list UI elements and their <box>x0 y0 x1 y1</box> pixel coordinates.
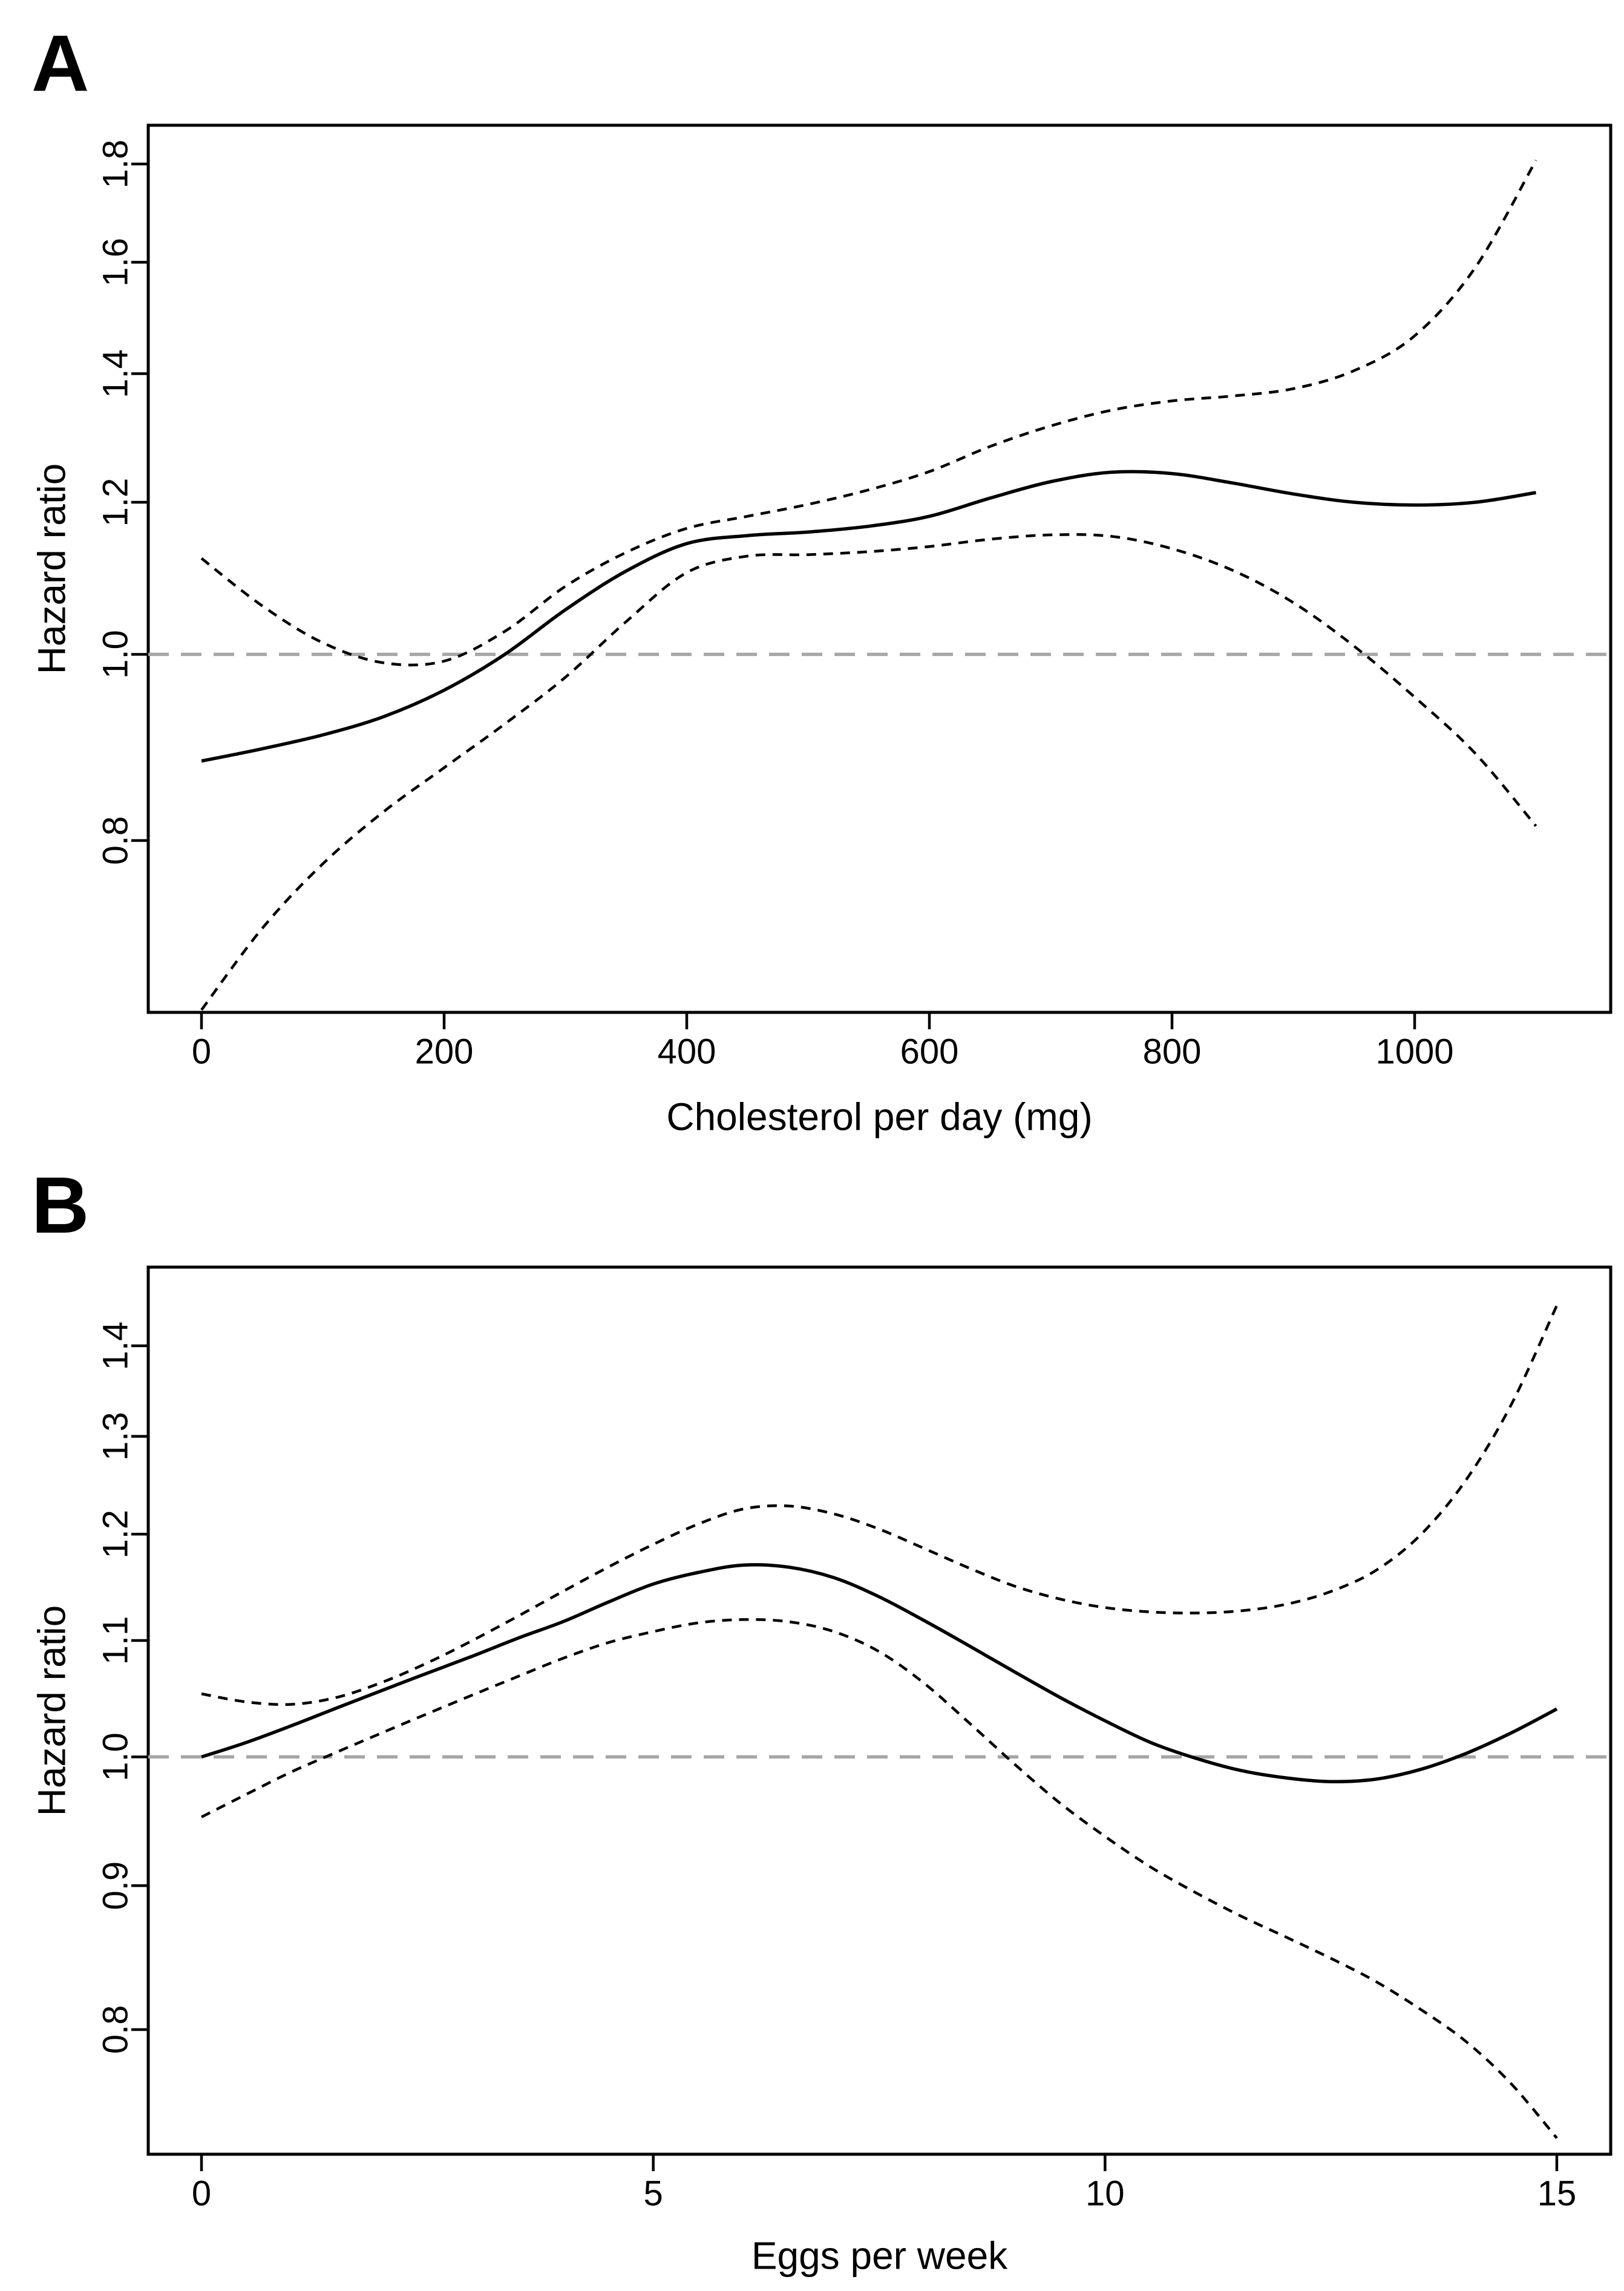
panel-b-y-tick-label: 1.1 <box>96 1616 135 1665</box>
panel-b-y-tick-label: 0.9 <box>96 1861 135 1910</box>
panel-a-y-tick-label: 1.8 <box>96 140 135 189</box>
panel-label-b: B <box>31 1161 89 1250</box>
panel-a-x-tick-label: 1000 <box>1375 1032 1453 1071</box>
panel-label-a: A <box>31 19 89 108</box>
panel-b-plot-box <box>146 1265 1613 2156</box>
panel-b-x-tick-label: 15 <box>1537 2174 1577 2213</box>
panel-a-lower-ci-curve <box>200 533 1537 1011</box>
panel-b-upper-ci-curve <box>201 1305 1559 1706</box>
panel-a-x-tick-label: 600 <box>900 1032 959 1071</box>
panel-b-y-axis-label: Hazard ratio <box>30 1605 73 1817</box>
panel-a-y-tick-label: 1.6 <box>96 238 135 287</box>
panel-a-y-tick-label: 1.2 <box>96 478 135 527</box>
panel-b-y-tick-label: 0.8 <box>96 2005 135 2054</box>
panel-b-y-tick-label: 1.2 <box>96 1510 135 1559</box>
panel-a-x-tick-label: 0 <box>192 1032 211 1071</box>
panel-a-y-tick-label: 0.8 <box>96 816 135 865</box>
panel-a-y-tick-label: 1.0 <box>96 630 135 679</box>
panel-a-y-axis-label: Hazard ratio <box>30 464 73 675</box>
panel-b-x-axis-label: Eggs per week <box>751 2234 1008 2277</box>
panel-a-plot-box <box>146 123 1613 1014</box>
panel-a-estimate-curve <box>201 470 1536 763</box>
panel-a-upper-ci-curve <box>200 159 1537 667</box>
panel-a-x-tick-label: 800 <box>1143 1032 1202 1071</box>
panel-b-x-tick-label: 0 <box>192 2174 211 2213</box>
panel-b-estimate-curve <box>201 1563 1558 1784</box>
panel-b-lower-ci-curve <box>200 1618 1558 2139</box>
panel-a-x-tick-label: 200 <box>415 1032 474 1071</box>
panel-b-x-tick-label: 5 <box>644 2174 663 2213</box>
panel-b-y-tick-label: 1.0 <box>96 1732 135 1781</box>
panel-b-x-tick-label: 10 <box>1085 2174 1125 2213</box>
panel-b-y-tick-label: 1.3 <box>96 1412 135 1461</box>
panel-b-y-tick-label: 1.4 <box>96 1322 135 1371</box>
panel-a-x-tick-label: 400 <box>658 1032 716 1071</box>
panel-a-x-axis-label: Cholesterol per day (mg) <box>666 1095 1092 1138</box>
panel-a-y-tick-label: 1.4 <box>96 349 135 398</box>
